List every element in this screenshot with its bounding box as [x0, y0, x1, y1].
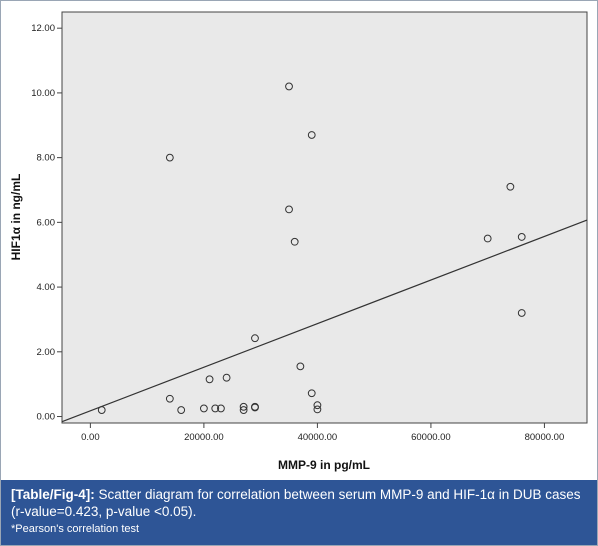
y-axis-title: HIF1α in ng/mL	[9, 174, 23, 261]
data-points	[97, 82, 526, 414]
y-tick-label: 4.00	[37, 282, 56, 293]
data-point	[251, 403, 259, 412]
data-point	[517, 309, 526, 317]
data-point	[222, 373, 231, 382]
data-point	[285, 205, 293, 214]
data-point	[217, 404, 225, 413]
data-point	[239, 406, 248, 414]
x-tick-label: 80000.00	[525, 432, 565, 443]
y-tick-label: 8.00	[37, 153, 56, 164]
y-axis-ticks: 0.00 2.00 4.00 6.00 8.00 10.00 12.00	[31, 23, 62, 423]
data-point	[483, 234, 492, 243]
data-point	[211, 404, 220, 413]
y-tick-label: 12.00	[31, 23, 55, 34]
plot-area	[61, 11, 588, 424]
data-point	[307, 131, 316, 139]
scatter-chart: 0.00 20000.00 40000.00 60000.00 80000.00 0.0…	[9, 11, 588, 472]
data-point	[239, 402, 248, 411]
y-tick-label: 10.00	[31, 88, 55, 99]
x-axis-title: MMP-9 in pg/mL	[278, 458, 370, 472]
data-point	[313, 401, 322, 410]
x-tick-label: 60000.00	[411, 432, 451, 443]
data-point	[296, 362, 305, 371]
data-point	[165, 394, 174, 403]
y-tick-label: 2.00	[37, 347, 56, 358]
data-point	[517, 233, 526, 241]
data-point	[205, 375, 214, 384]
regression-line	[61, 219, 588, 423]
y-tick-label: 0.00	[37, 412, 56, 423]
data-point	[313, 405, 322, 414]
x-tick-label: 0.00	[81, 432, 100, 443]
data-point	[97, 406, 106, 414]
x-axis-ticks: 0.00 20000.00 40000.00 60000.00 80000.00	[81, 423, 564, 443]
data-point	[290, 237, 299, 246]
caption-tag: [Table/Fig-4]:	[11, 487, 95, 502]
data-point	[199, 404, 208, 413]
y-tick-label: 6.00	[37, 217, 56, 228]
caption-note: *Pearson's correlation test	[11, 523, 140, 535]
data-point	[177, 406, 186, 414]
data-point	[251, 334, 259, 343]
caption-text-line: [Table/Fig-4]: Scatter diagram for corre…	[11, 486, 587, 520]
data-point	[307, 389, 316, 398]
caption-body: Scatter diagram for correlation between …	[11, 487, 581, 519]
data-point	[285, 82, 293, 91]
data-point	[165, 153, 174, 162]
x-tick-label: 40000.00	[298, 432, 338, 443]
x-tick-label: 20000.00	[184, 432, 224, 443]
data-point	[506, 182, 515, 191]
figure-caption: [Table/Fig-4]: Scatter diagram for corre…	[1, 480, 597, 545]
